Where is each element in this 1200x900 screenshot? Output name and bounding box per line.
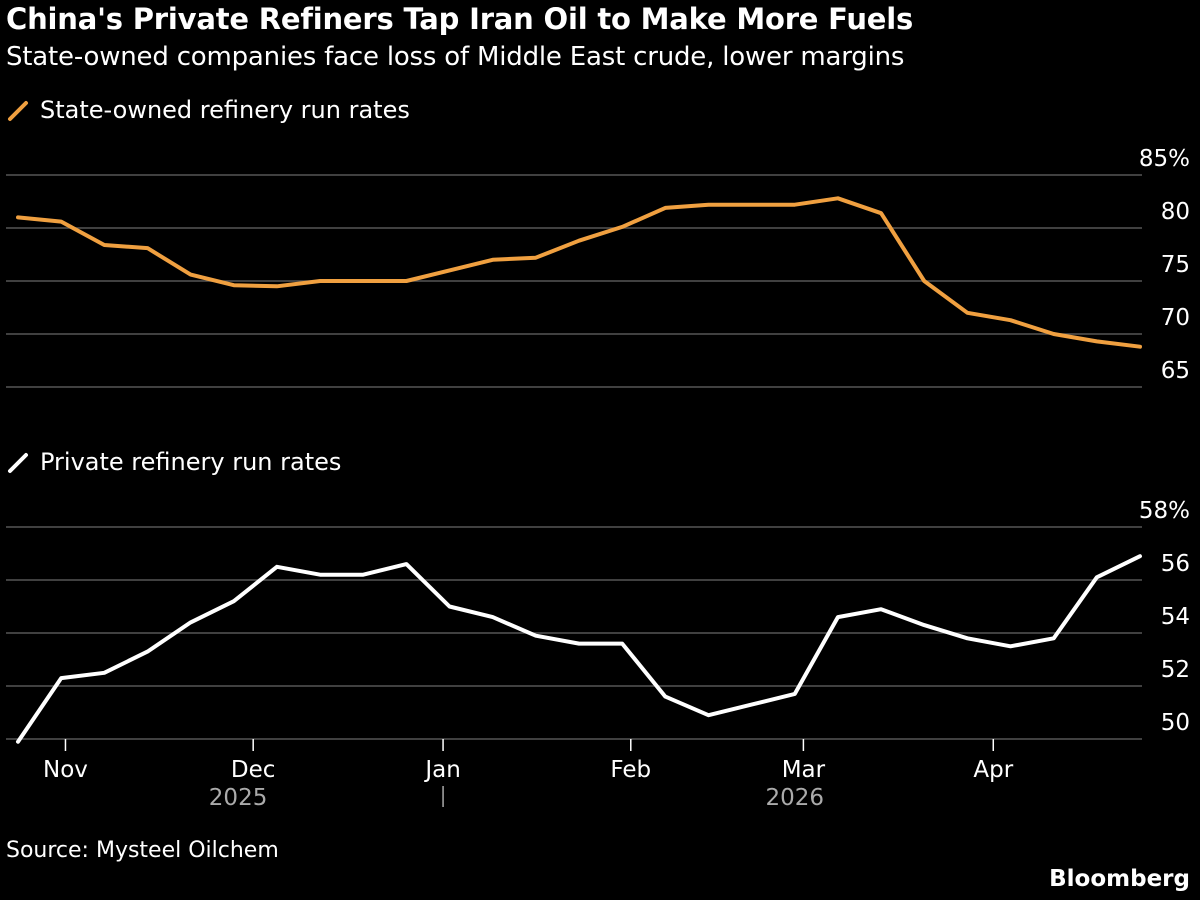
private-data-point [232,599,236,603]
state-data-point [750,203,754,207]
private-data-point [318,573,322,577]
state-data-point [663,206,667,210]
x-tick-label: Jan [423,757,460,783]
private-data-point [922,623,926,627]
state-data-point [1009,318,1013,322]
state-data-point [275,284,279,288]
state-data-point [146,246,150,250]
state-data-point [1138,345,1142,349]
bloomberg-logo: Bloomberg [1049,866,1190,892]
chart-subtitle: State-owned companies face loss of Middl… [6,42,905,72]
private-ytick-label: 54 [1161,604,1190,630]
private-data-point [275,565,279,569]
x-axis: Nov Dec Jan Feb Mar Apr 2025 2026 [43,739,1014,811]
state-series-line [16,196,1142,349]
private-panel: 58% 56 54 52 50 [6,498,1190,744]
legend-private: Private refinery run rates [6,448,341,476]
legend-state-owned: State-owned refinery run rates [6,96,410,124]
private-data-point [491,615,495,619]
chart-title: China's Private Refiners Tap Iran Oil to… [6,2,914,36]
state-data-point [707,203,711,207]
private-data-point [189,620,193,624]
private-data-point [404,562,408,566]
private-data-point [16,740,20,744]
x-year-label: 2026 [765,785,824,811]
private-data-point [793,692,797,696]
private-series-line [16,554,1142,744]
private-data-point [1009,644,1013,648]
private-ytick-label: 52 [1161,657,1190,683]
state-data-point [1052,332,1056,336]
private-data-point [707,713,711,717]
legend-private-label: Private refinery run rates [40,448,342,476]
private-data-point [102,671,106,675]
state-ytick-label: 75 [1161,252,1190,278]
state-data-point [102,243,106,247]
state-data-point [404,279,408,283]
state-data-point [965,311,969,315]
x-tick-label: Nov [43,757,88,783]
state-ytick-label: 70 [1161,305,1190,331]
private-ytick-label: 50 [1161,710,1190,736]
private-data-point [879,607,883,611]
legend-private-swatch-icon [8,453,28,473]
state-data-point [577,239,581,243]
private-data-point [620,642,624,646]
state-data-point [922,279,926,283]
x-tick-label: Mar [782,757,826,783]
state-data-point [793,203,797,207]
state-data-point [59,220,63,224]
x-tick-label: Dec [231,757,276,783]
state-data-point [491,258,495,262]
private-data-point [1052,636,1056,640]
state-data-point [620,225,624,229]
private-data-point [965,636,969,640]
state-data-point [879,211,883,215]
state-data-point [361,279,365,283]
state-data-point [1095,339,1099,343]
private-data-point [750,703,754,707]
private-data-point [448,605,452,609]
state-ytick-label: 65 [1161,358,1190,384]
state-data-point [534,256,538,260]
x-tick-label: Apr [973,757,1013,783]
private-data-point [59,676,63,680]
state-data-point [16,215,20,219]
private-data-point [534,634,538,638]
state-ytick-label: 85% [1139,146,1190,172]
state-owned-panel: 85% 80 75 70 65 [6,146,1190,388]
x-year-label: 2025 [209,785,268,811]
private-data-point [836,615,840,619]
legend-state-swatch-icon [8,101,28,121]
private-data-point [361,573,365,577]
source-note: Source: Mysteel Oilchem [6,838,279,863]
private-data-point [577,642,581,646]
state-data-point [836,196,840,200]
state-data-point [448,268,452,272]
state-data-point [189,273,193,277]
state-data-point [318,279,322,283]
state-ytick-label: 80 [1161,199,1190,225]
state-data-point [232,283,236,287]
private-data-point [663,695,667,699]
private-ytick-label: 56 [1161,551,1190,577]
private-ytick-label: 58% [1139,498,1190,524]
x-tick-label: Feb [610,757,651,783]
private-data-point [146,650,150,654]
private-data-point [1095,575,1099,579]
private-data-point [1138,554,1142,558]
legend-state-label: State-owned refinery run rates [40,96,410,124]
